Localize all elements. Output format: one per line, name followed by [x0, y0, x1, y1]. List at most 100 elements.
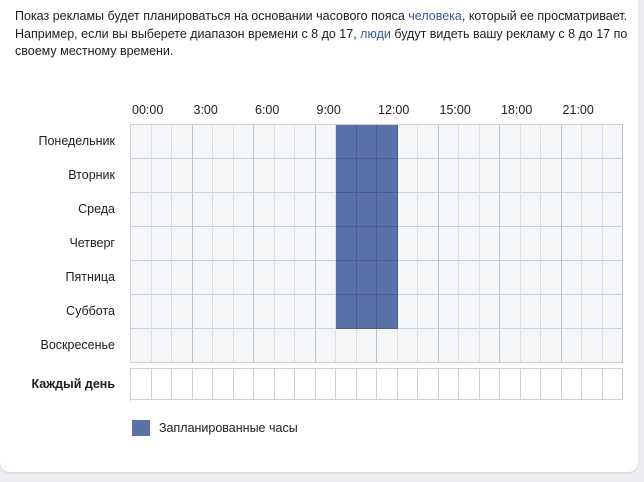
hour-cell[interactable]: [500, 227, 521, 261]
every-day-hour-cell[interactable]: [315, 369, 336, 400]
hour-cell[interactable]: [561, 329, 582, 363]
hour-cell[interactable]: [582, 125, 603, 159]
every-day-hour-cell[interactable]: [151, 369, 172, 400]
hour-cell[interactable]: [254, 261, 275, 295]
hour-cell[interactable]: [377, 295, 398, 329]
hour-cell[interactable]: [274, 329, 295, 363]
hour-cell[interactable]: [520, 295, 541, 329]
hour-cell[interactable]: [438, 193, 459, 227]
hour-cell[interactable]: [438, 295, 459, 329]
hour-cell[interactable]: [254, 295, 275, 329]
hour-cell[interactable]: [254, 193, 275, 227]
hour-cell[interactable]: [582, 295, 603, 329]
hour-cell[interactable]: [561, 227, 582, 261]
hour-cell[interactable]: [582, 227, 603, 261]
hour-cell[interactable]: [151, 261, 172, 295]
hour-cell[interactable]: [315, 125, 336, 159]
every-day-hour-cell[interactable]: [459, 369, 480, 400]
hour-cell[interactable]: [131, 125, 152, 159]
hour-cell[interactable]: [438, 261, 459, 295]
hour-cell[interactable]: [295, 125, 316, 159]
hour-cell[interactable]: [479, 159, 500, 193]
hour-cell[interactable]: [459, 193, 480, 227]
hour-cell[interactable]: [377, 159, 398, 193]
hour-cell[interactable]: [192, 329, 213, 363]
hour-cell[interactable]: [172, 159, 193, 193]
hour-cell[interactable]: [233, 261, 254, 295]
every-day-hour-cell[interactable]: [520, 369, 541, 400]
hour-cell[interactable]: [602, 193, 623, 227]
hour-cell[interactable]: [397, 329, 418, 363]
hour-cell[interactable]: [274, 193, 295, 227]
hour-cell[interactable]: [520, 329, 541, 363]
hour-cell[interactable]: [274, 295, 295, 329]
hour-cell[interactable]: [397, 227, 418, 261]
hour-cell[interactable]: [397, 159, 418, 193]
hour-cell[interactable]: [172, 329, 193, 363]
hour-cell[interactable]: [459, 159, 480, 193]
hour-cell[interactable]: [459, 329, 480, 363]
hour-cell[interactable]: [459, 227, 480, 261]
every-day-hour-cell[interactable]: [541, 369, 562, 400]
hour-cell[interactable]: [336, 125, 357, 159]
hour-cell[interactable]: [233, 329, 254, 363]
hour-cell[interactable]: [500, 193, 521, 227]
hour-cell[interactable]: [131, 193, 152, 227]
every-day-hour-cell[interactable]: [295, 369, 316, 400]
hour-cell[interactable]: [192, 261, 213, 295]
every-day-hour-cell[interactable]: [172, 369, 193, 400]
hour-cell[interactable]: [151, 125, 172, 159]
hour-cell[interactable]: [254, 227, 275, 261]
hour-cell[interactable]: [151, 159, 172, 193]
hour-cell[interactable]: [192, 193, 213, 227]
hour-cell[interactable]: [520, 227, 541, 261]
hour-cell[interactable]: [356, 329, 377, 363]
hour-cell[interactable]: [459, 261, 480, 295]
hour-cell[interactable]: [295, 295, 316, 329]
hour-cell[interactable]: [356, 295, 377, 329]
hour-cell[interactable]: [172, 261, 193, 295]
hour-cell[interactable]: [602, 227, 623, 261]
hour-cell[interactable]: [131, 159, 152, 193]
hour-cell[interactable]: [418, 193, 439, 227]
hour-cell[interactable]: [315, 329, 336, 363]
hour-cell[interactable]: [336, 227, 357, 261]
hour-cell[interactable]: [479, 193, 500, 227]
every-day-hour-cell[interactable]: [233, 369, 254, 400]
hour-cell[interactable]: [500, 125, 521, 159]
hour-cell[interactable]: [233, 193, 254, 227]
hour-cell[interactable]: [274, 125, 295, 159]
hour-cell[interactable]: [479, 125, 500, 159]
hour-cell[interactable]: [295, 227, 316, 261]
hour-cell[interactable]: [192, 227, 213, 261]
hour-cell[interactable]: [356, 125, 377, 159]
hour-cell[interactable]: [172, 295, 193, 329]
person-link[interactable]: человека: [408, 9, 462, 23]
hour-cell[interactable]: [397, 125, 418, 159]
hour-cell[interactable]: [397, 295, 418, 329]
hour-cell[interactable]: [582, 261, 603, 295]
hour-cell[interactable]: [561, 125, 582, 159]
hour-cell[interactable]: [213, 227, 234, 261]
hour-cell[interactable]: [500, 159, 521, 193]
hour-cell[interactable]: [315, 193, 336, 227]
hour-cell[interactable]: [397, 261, 418, 295]
every-day-hour-cell[interactable]: [131, 369, 152, 400]
hour-cell[interactable]: [479, 261, 500, 295]
hour-cell[interactable]: [418, 329, 439, 363]
hour-cell[interactable]: [418, 295, 439, 329]
schedule-grid[interactable]: [130, 124, 623, 363]
hour-cell[interactable]: [602, 125, 623, 159]
hour-cell[interactable]: [172, 227, 193, 261]
hour-cell[interactable]: [254, 159, 275, 193]
hour-cell[interactable]: [561, 193, 582, 227]
hour-cell[interactable]: [541, 329, 562, 363]
every-day-hour-cell[interactable]: [192, 369, 213, 400]
hour-cell[interactable]: [213, 125, 234, 159]
hour-cell[interactable]: [356, 193, 377, 227]
hour-cell[interactable]: [131, 295, 152, 329]
hour-cell[interactable]: [192, 159, 213, 193]
hour-cell[interactable]: [315, 261, 336, 295]
hour-cell[interactable]: [274, 227, 295, 261]
every-day-hour-cell[interactable]: [418, 369, 439, 400]
